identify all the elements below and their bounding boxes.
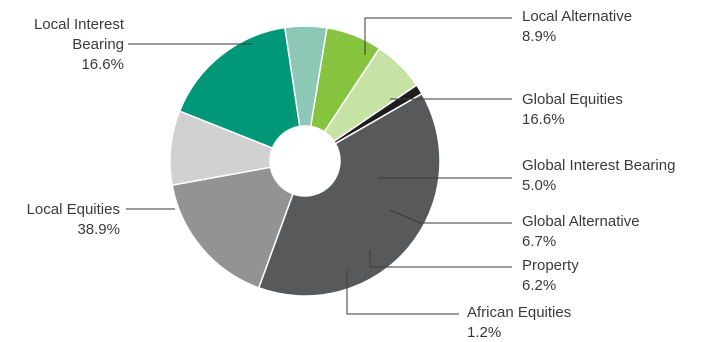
slice-local-interest-bearing [171,166,294,289]
leader-local-alternative [364,17,512,55]
label-global-alternative: Global Alternative [522,213,640,230]
label-global-interest-bearing: Global Interest Bearing [522,157,675,174]
value-african-equities: 1.2% [467,324,501,341]
label-property: Property [522,257,579,274]
label-local-interest-bearing-line2: Bearing [72,36,124,53]
value-local-equities: 38.9% [77,221,120,238]
leader-global-alternative [389,209,512,224]
value-global-equities: 16.6% [522,111,565,128]
value-global-interest-bearing: 5.0% [522,177,556,194]
value-property: 6.2% [522,277,556,294]
value-local-alternative: 8.9% [522,28,556,45]
value-global-alternative: 6.7% [522,233,556,250]
leader-property [369,250,512,268]
chart-slices [169,25,441,297]
label-african-equities: African Equities [467,304,571,321]
slice-local-equities [257,92,441,297]
leader-lines [126,17,512,315]
label-local-equities: Local Equities [27,201,120,218]
label-global-equities: Global Equities [522,91,623,108]
leader-african-equities [346,270,459,315]
label-local-alternative: Local Alternative [522,8,632,25]
label-local-interest-bearing-line1: Local Interest [34,16,125,33]
slice-global-equities [178,26,301,150]
value-local-interest-bearing: 16.6% [81,56,124,73]
